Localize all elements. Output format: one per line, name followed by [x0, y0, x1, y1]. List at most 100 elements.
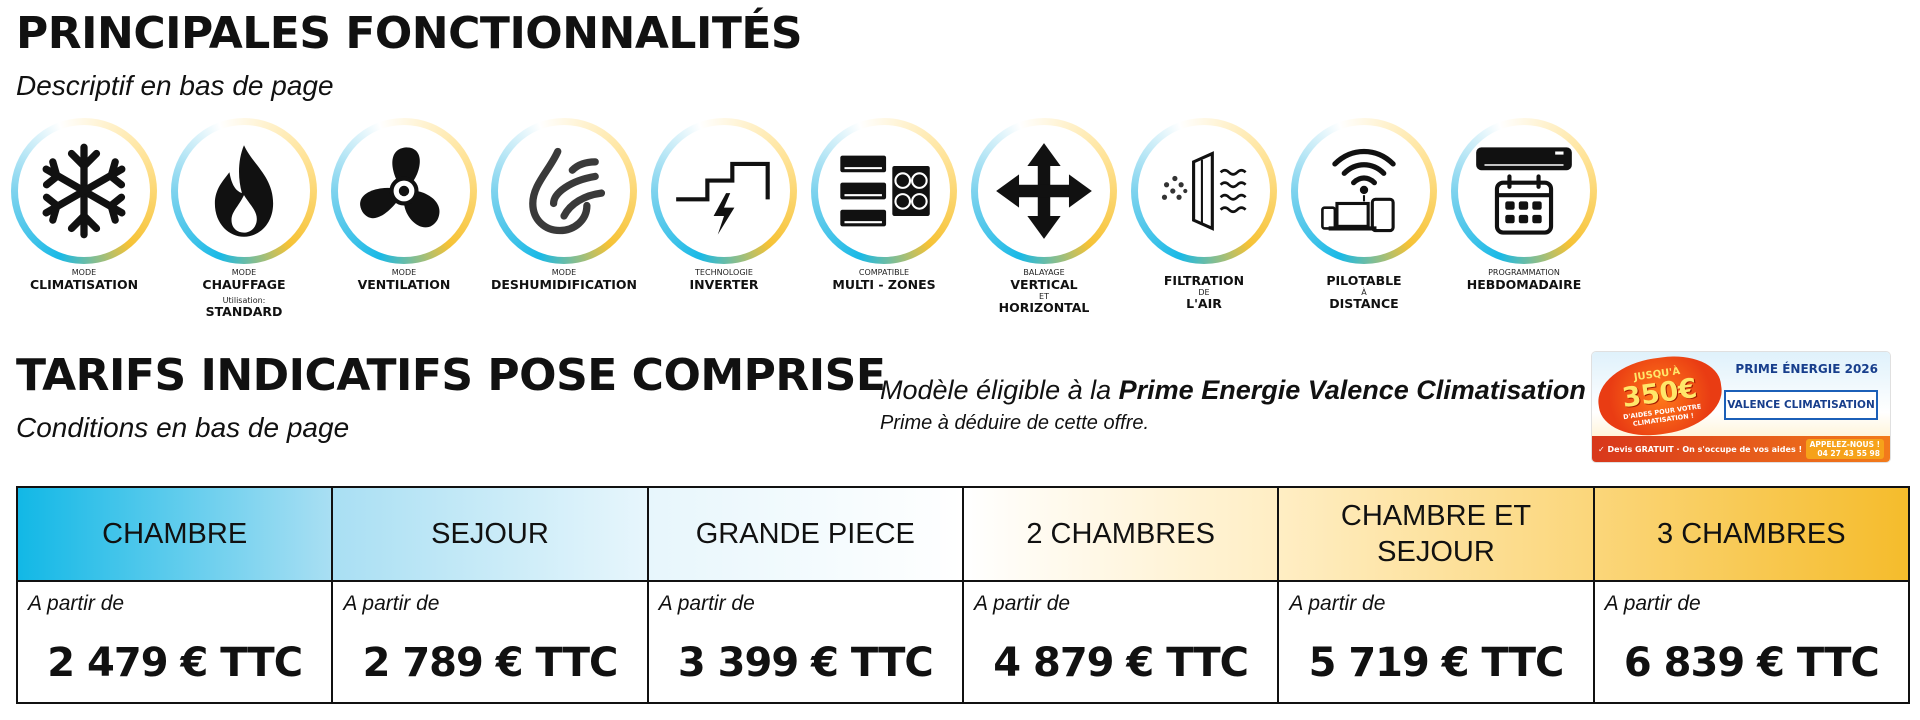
feature-main-label: MULTI - ZONES: [832, 277, 936, 292]
prime-line2: Prime à déduire de cette offre.: [880, 411, 1150, 434]
feature-main-label: CHAUFFAGE: [202, 277, 286, 292]
pricing-header-2-chambres: 2 CHAMBRES: [961, 486, 1280, 582]
pricing-table: CHAMBRE SEJOUR GRANDE PIECE 2 CHAMBRES C…: [15, 486, 1911, 704]
banner-strip: ✓ Devis GRATUIT · On s'occupe de vos aid…: [1592, 436, 1890, 462]
banner-title: PRIME ÉNERGIE 2026: [1735, 362, 1878, 376]
feature-badge: [171, 118, 317, 264]
feature-badge: [1451, 118, 1597, 264]
drop-icon: [529, 147, 606, 235]
feature-main-label: VERTICAL: [1010, 277, 1078, 292]
feature-top-label: BALAYAGE: [1023, 268, 1065, 277]
prime-prefix: Modèle éligible à la: [880, 375, 1119, 405]
feature-top-label: MODE: [231, 268, 257, 277]
feature-badge: [331, 118, 477, 264]
feature-main-label: PILOTABLE: [1326, 273, 1402, 288]
feature-usage-label: Utilisation:: [222, 296, 266, 305]
price-value: 2 479 € TTC: [47, 640, 303, 686]
feature-badge: [491, 118, 637, 264]
feature-bottom-label: L'AIR: [1186, 296, 1222, 311]
feature-badge: [971, 118, 1117, 264]
from-label: A partir de: [1604, 592, 1701, 615]
prime-line1: Modèle éligible à la Prime Energie Valen…: [880, 375, 1586, 406]
pricing-cell: A partir de 2 479 € TTC: [15, 580, 334, 704]
feature-top-label: PROGRAMMATION: [1488, 268, 1560, 277]
banner-devis-text: ✓ Devis GRATUIT · On s'occupe de vos aid…: [1598, 444, 1803, 454]
feature-pilotable: PILOTABLE À DISTANCE: [1284, 118, 1444, 311]
prime-program-name: Prime Energie Valence Climatisation: [1118, 375, 1586, 405]
feature-filtration: FILTRATION DE L'AIR: [1124, 118, 1284, 311]
feature-top-label: COMPATIBLE: [858, 268, 910, 277]
from-label: A partir de: [28, 592, 125, 615]
page-title: PRINCIPALES FONCTIONNALITÉS: [16, 8, 803, 59]
pricing-header-3-chambres: 3 CHAMBRES: [1592, 486, 1911, 582]
pricing-cell: A partir de 5 719 € TTC: [1277, 580, 1595, 704]
feature-badge: [651, 118, 797, 264]
feature-main-label: CLIMATISATION: [29, 277, 139, 292]
from-label: A partir de: [343, 592, 440, 615]
air-filter-icon: [1161, 151, 1247, 231]
banner-call: APPELEZ-NOUS ! 04 27 43 55 98: [1805, 439, 1884, 459]
prime-notice: Modèle éligible à la Prime Energie Valen…: [880, 375, 1586, 435]
feature-bottom-label: HORIZONTAL: [998, 300, 1090, 315]
aid-burst: JUSQU'À 350€ D'AIDES POUR VOTRE CLIMATIS…: [1593, 352, 1727, 443]
price-value: 3 399 € TTC: [677, 640, 934, 686]
from-label: A partir de: [658, 592, 755, 615]
four-arrows-icon: [996, 143, 1092, 239]
calendar-ac-icon: [1476, 147, 1572, 235]
banner-brand-box: VALENCE CLIMATISATION: [1724, 390, 1878, 420]
pricing-header-row: CHAMBRE SEJOUR GRANDE PIECE 2 CHAMBRES C…: [15, 486, 1911, 582]
pricing-header-chambre-et-sejour: CHAMBRE ET SEJOUR: [1277, 486, 1595, 582]
price-value: 6 839 € TTC: [1623, 640, 1880, 686]
feature-mid-label: À: [1361, 288, 1367, 297]
feature-badge: [11, 118, 157, 264]
pricing-cell: A partir de 3 399 € TTC: [646, 580, 964, 704]
wifi-devices-icon: [1321, 149, 1396, 233]
feature-main-label: FILTRATION: [1163, 273, 1245, 288]
tarifs-title: TARIFS INDICATIFS POSE COMPRISE: [16, 350, 886, 401]
banner-phone: 04 27 43 55 98: [1817, 449, 1880, 458]
pricing-cell: A partir de 6 839 € TTC: [1592, 580, 1911, 704]
price-value: 4 879 € TTC: [993, 640, 1249, 686]
pricing-cell: A partir de 4 879 € TTC: [961, 580, 1280, 704]
flame-icon: [214, 145, 274, 237]
price-value: 5 719 € TTC: [1308, 640, 1565, 686]
feature-deshumidification: MODE DESHUMIDIFICATION: [484, 118, 644, 292]
feature-top-label: MODE: [551, 268, 577, 277]
from-label: A partir de: [1289, 592, 1386, 615]
feature-mid-label: DE: [1198, 288, 1210, 297]
feature-badge: [1131, 118, 1277, 264]
banner-brand: VALENCE CLIMATISATION: [1727, 399, 1875, 411]
pricing-header-grande-piece: GRANDE PIECE: [646, 486, 964, 582]
feature-top-label: MODE: [71, 268, 97, 277]
pricing-header-sejour: SEJOUR: [331, 486, 649, 582]
snowflake-icon: [42, 143, 126, 239]
from-label: A partir de: [973, 592, 1071, 615]
feature-balayage: BALAYAGE VERTICAL ET HORIZONTAL: [964, 118, 1124, 315]
feature-chauffage: MODE CHAUFFAGE Utilisation: STANDARD: [164, 118, 324, 319]
feature-top-label: MODE: [391, 268, 417, 277]
banner-call-label: APPELEZ-NOUS !: [1809, 440, 1880, 449]
inverter-icon: [676, 161, 770, 235]
pricing-price-row: A partir de 2 479 € TTC A partir de 2 789 …: [15, 580, 1911, 704]
feature-ventilation: MODE VENTILATION: [324, 118, 484, 292]
page-subtitle: Descriptif en bas de page: [16, 70, 334, 101]
feature-badge: [1291, 118, 1437, 264]
price-value: 2 789 € TTC: [362, 640, 619, 686]
feature-programmation: PROGRAMMATION HEBDOMADAIRE: [1444, 118, 1604, 292]
feature-usage-value: STANDARD: [205, 304, 283, 319]
feature-main-label: DESHUMIDIFICATION: [491, 277, 637, 292]
feature-mid-label: ET: [1039, 292, 1049, 301]
fan-icon: [360, 147, 440, 228]
feature-multi-zones: COMPATIBLE MULTI - ZONES: [804, 118, 964, 292]
pricing-cell: A partir de 2 789 € TTC: [331, 580, 649, 704]
feature-inverter: TECHNOLOGIE INVERTER: [644, 118, 804, 292]
pricing-header-chambre: CHAMBRE: [15, 486, 334, 582]
feature-main-label: VENTILATION: [357, 277, 451, 292]
features-row: MODE CLIMATISATION MODE CHAUFFAGE Utilis…: [4, 118, 1604, 328]
prime-energie-banner: JUSQU'À 350€ D'AIDES POUR VOTRE CLIMATIS…: [1592, 352, 1890, 462]
feature-main-label: INVERTER: [689, 277, 759, 292]
tarifs-subtitle: Conditions en bas de page: [16, 412, 350, 443]
feature-badge: [811, 118, 957, 264]
feature-climatisation: MODE CLIMATISATION: [4, 118, 164, 292]
multi-zone-icon: [840, 155, 930, 227]
